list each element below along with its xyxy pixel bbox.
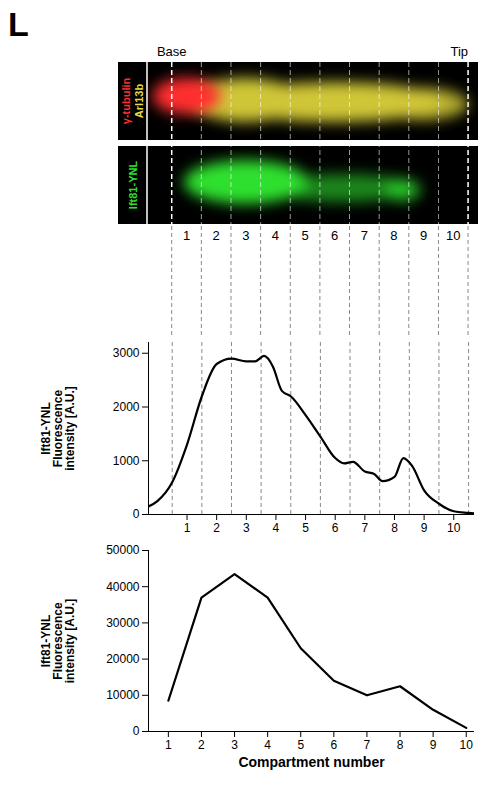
svg-text:γ-tubulin: γ-tubulin (120, 78, 132, 125)
svg-text:10: 10 (446, 228, 460, 243)
svg-text:Tip: Tip (450, 44, 468, 59)
svg-text:7: 7 (361, 228, 368, 243)
svg-text:2: 2 (213, 228, 220, 243)
svg-text:Compartment number: Compartment number (238, 754, 385, 770)
svg-text:Ift81-YNL: Ift81-YNL (127, 161, 139, 210)
svg-text:6: 6 (331, 228, 338, 243)
svg-text:10: 10 (460, 738, 474, 752)
svg-text:7: 7 (364, 738, 371, 752)
svg-text:3000: 3000 (113, 346, 140, 360)
svg-text:0: 0 (133, 507, 140, 521)
svg-text:8: 8 (391, 521, 398, 535)
svg-text:30000: 30000 (106, 616, 140, 630)
svg-text:Ift81-YNLFluorescenceintensity: Ift81-YNLFluorescenceintensity [A.U.] (39, 386, 77, 471)
svg-text:3: 3 (231, 738, 238, 752)
svg-text:2: 2 (198, 738, 205, 752)
svg-text:L: L (8, 5, 29, 43)
svg-text:10000: 10000 (106, 688, 140, 702)
svg-text:10: 10 (447, 521, 461, 535)
svg-text:1: 1 (183, 228, 190, 243)
svg-text:6: 6 (332, 521, 339, 535)
svg-text:5: 5 (297, 738, 304, 752)
svg-text:1000: 1000 (113, 454, 140, 468)
svg-text:4: 4 (264, 738, 271, 752)
svg-text:5: 5 (301, 228, 308, 243)
svg-text:3: 3 (242, 228, 249, 243)
svg-text:5: 5 (302, 521, 309, 535)
svg-text:2000: 2000 (113, 400, 140, 414)
svg-text:40000: 40000 (106, 580, 140, 594)
svg-text:20000: 20000 (106, 652, 140, 666)
svg-text:Base: Base (157, 44, 187, 59)
svg-text:4: 4 (272, 228, 279, 243)
svg-text:7: 7 (362, 521, 369, 535)
svg-text:1: 1 (184, 521, 191, 535)
svg-text:2: 2 (213, 521, 220, 535)
svg-text:1: 1 (165, 738, 172, 752)
svg-text:Ift81-YNLFluorescenceintensity: Ift81-YNLFluorescenceintensity [A.U.] (39, 599, 77, 684)
svg-text:9: 9 (421, 521, 428, 535)
svg-text:9: 9 (420, 228, 427, 243)
svg-text:Arl13b: Arl13b (133, 84, 145, 119)
svg-text:0: 0 (133, 724, 140, 738)
svg-text:50000: 50000 (106, 543, 140, 557)
svg-text:9: 9 (430, 738, 437, 752)
svg-text:8: 8 (397, 738, 404, 752)
svg-text:8: 8 (390, 228, 397, 243)
svg-text:6: 6 (330, 738, 337, 752)
svg-text:3: 3 (243, 521, 250, 535)
svg-text:4: 4 (273, 521, 280, 535)
